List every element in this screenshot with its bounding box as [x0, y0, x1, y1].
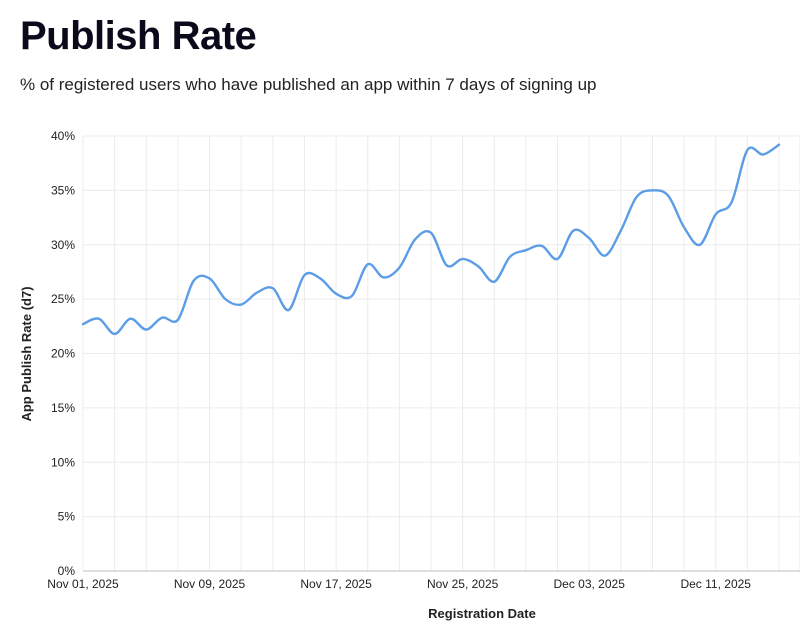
- x-tick-label: Nov 17, 2025: [300, 577, 372, 591]
- series-line-publish-rate[interactable]: [81, 143, 781, 336]
- y-tick-label: 40%: [51, 129, 75, 143]
- horizontal-gridlines: [83, 135, 800, 518]
- y-tick-label: 25%: [51, 292, 75, 306]
- y-tick-label: 15%: [51, 401, 75, 415]
- x-axis-label: Registration Date: [428, 606, 536, 621]
- x-tick-label: Nov 25, 2025: [427, 577, 499, 591]
- x-axis-ticks: Nov 01, 2025 Nov 09, 2025 Nov 17, 2025 Nov …: [47, 577, 751, 591]
- y-tick-label: 5%: [58, 510, 76, 524]
- y-tick-label: 30%: [51, 238, 75, 252]
- x-tick-label: Nov 09, 2025: [174, 577, 246, 591]
- y-tick-label: 0%: [58, 564, 76, 578]
- y-tick-label: 10%: [51, 455, 75, 469]
- chart-subtitle: % of registered users who have published…: [20, 75, 597, 94]
- y-axis-ticks: 0% 5% 10% 15% 20% 25% 30% 35% 40%: [51, 129, 75, 578]
- y-tick-label: 20%: [51, 347, 75, 361]
- x-tick-label: Dec 03, 2025: [553, 577, 625, 591]
- chart-title: Publish Rate: [20, 14, 257, 58]
- y-tick-label: 35%: [51, 183, 75, 197]
- x-tick-label: Nov 01, 2025: [47, 577, 119, 591]
- y-axis-label: App Publish Rate (d7): [19, 286, 34, 421]
- x-tick-label: Dec 11, 2025: [680, 577, 751, 591]
